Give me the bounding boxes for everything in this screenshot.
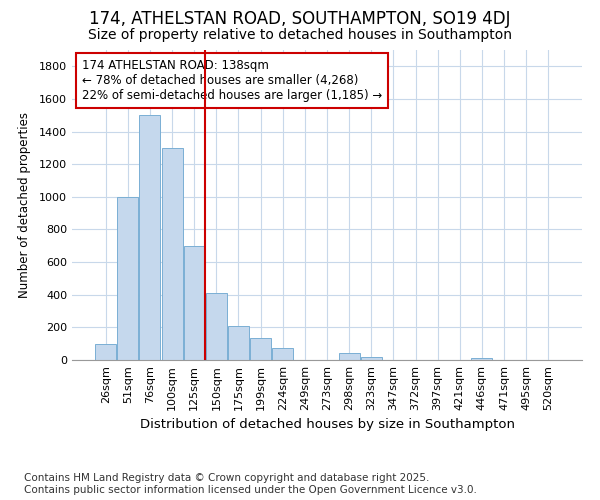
X-axis label: Distribution of detached houses by size in Southampton: Distribution of detached houses by size … bbox=[139, 418, 515, 432]
Text: Contains HM Land Registry data © Crown copyright and database right 2025.
Contai: Contains HM Land Registry data © Crown c… bbox=[24, 474, 477, 495]
Bar bbox=[272, 348, 293, 360]
Bar bbox=[118, 197, 139, 360]
Y-axis label: Number of detached properties: Number of detached properties bbox=[17, 112, 31, 298]
Bar bbox=[361, 356, 382, 360]
Bar bbox=[184, 246, 205, 360]
Bar bbox=[161, 148, 182, 360]
Text: Size of property relative to detached houses in Southampton: Size of property relative to detached ho… bbox=[88, 28, 512, 42]
Bar bbox=[95, 344, 116, 360]
Bar bbox=[472, 358, 493, 360]
Text: 174 ATHELSTAN ROAD: 138sqm
← 78% of detached houses are smaller (4,268)
22% of s: 174 ATHELSTAN ROAD: 138sqm ← 78% of deta… bbox=[82, 60, 382, 102]
Bar bbox=[338, 354, 359, 360]
Bar bbox=[228, 326, 249, 360]
Bar bbox=[139, 116, 160, 360]
Text: 174, ATHELSTAN ROAD, SOUTHAMPTON, SO19 4DJ: 174, ATHELSTAN ROAD, SOUTHAMPTON, SO19 4… bbox=[89, 10, 511, 28]
Bar bbox=[250, 338, 271, 360]
Bar bbox=[206, 293, 227, 360]
